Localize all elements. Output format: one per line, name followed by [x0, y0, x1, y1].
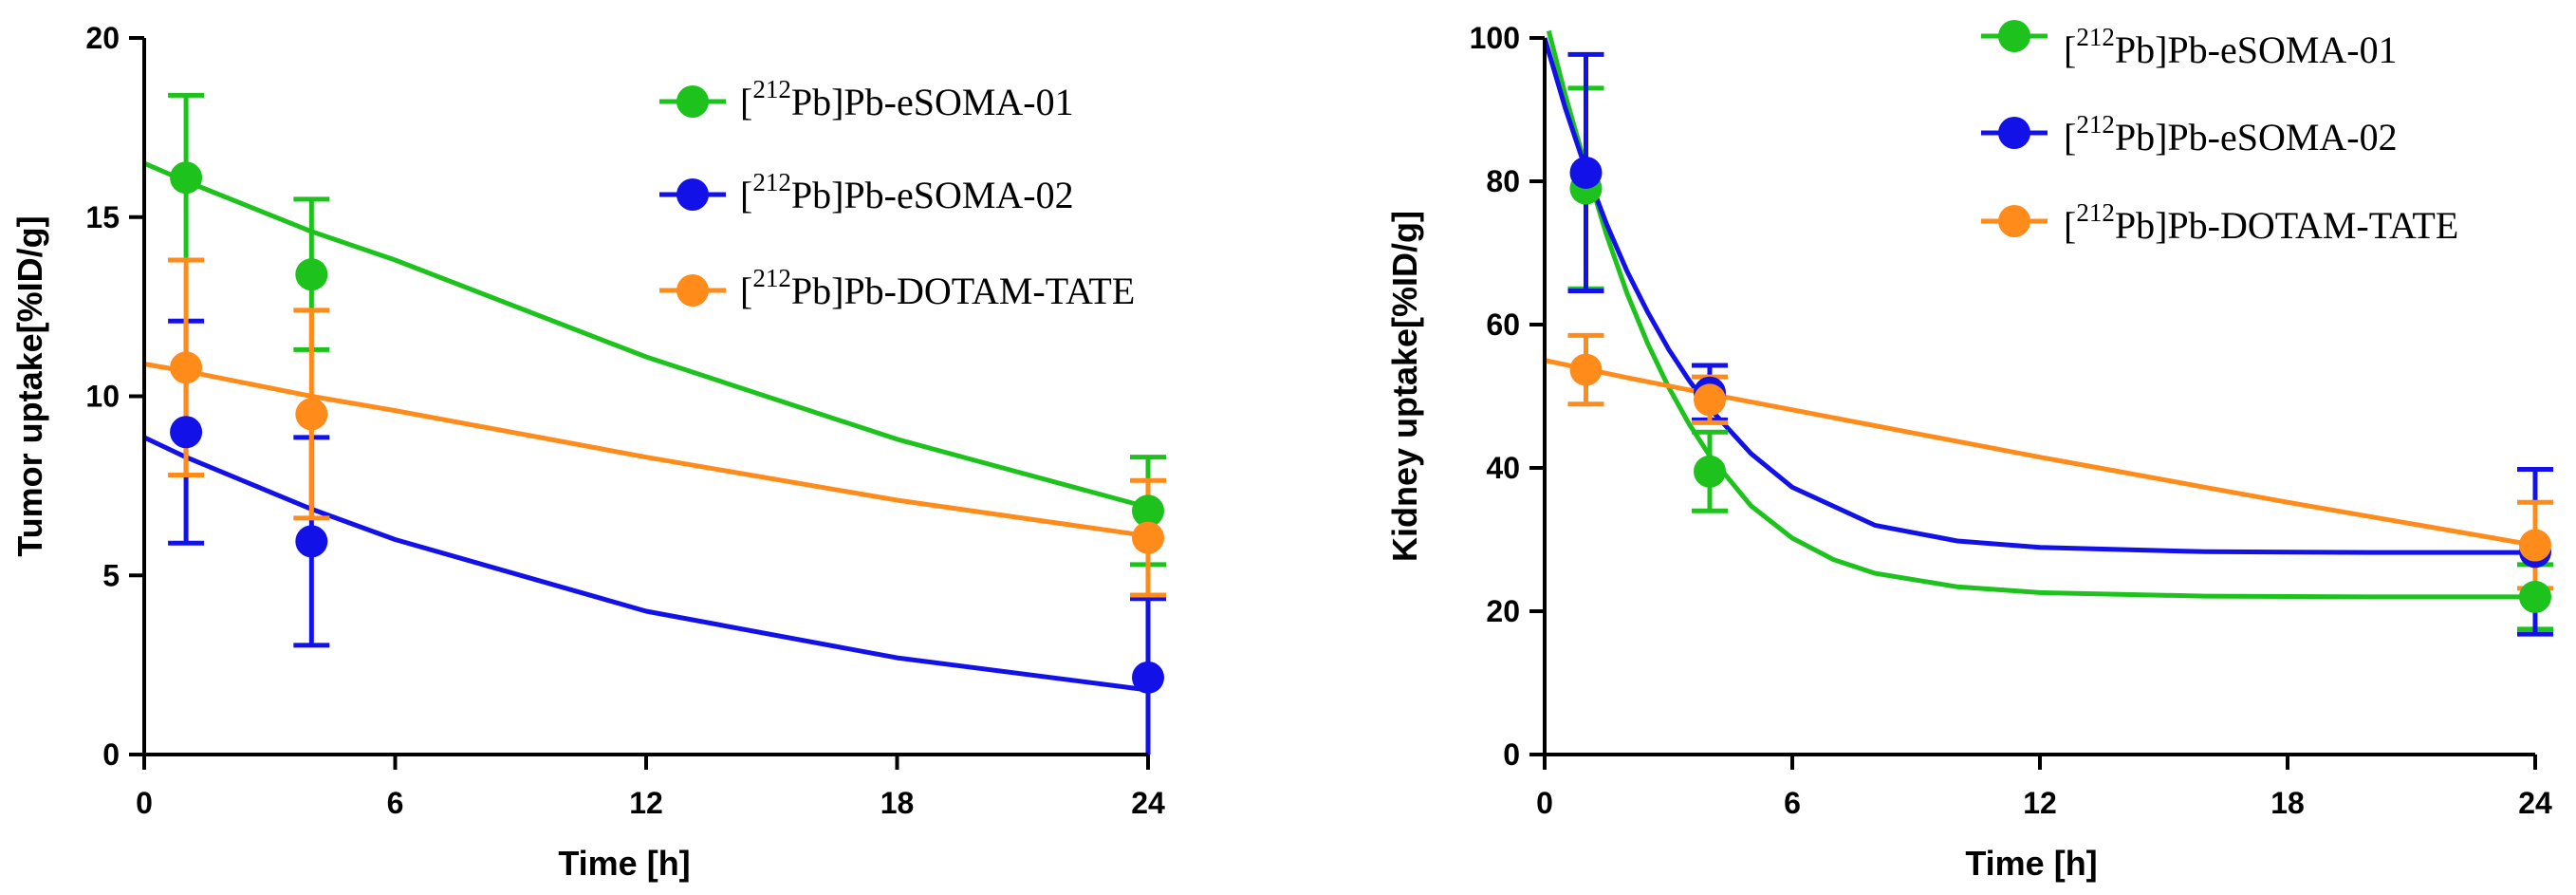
axes	[129, 36, 1150, 770]
fit-curve-dotam	[1544, 358, 2536, 548]
data-point-dotam	[1132, 521, 1164, 554]
fit-curve-dotam	[143, 362, 1149, 539]
y-tick-label: 15	[85, 200, 120, 234]
y-tick-label: 100	[1470, 21, 1520, 55]
data-point-esoma02	[1569, 156, 1603, 189]
y-tick-label: 5	[102, 558, 120, 592]
legend-item-dotam-tate: [212Pb]Pb-DOTAM-TATE	[659, 264, 1135, 312]
fit-curve-esoma02	[142, 435, 1149, 693]
legend-item-esoma02: [212Pb]Pb-eSOMA-02	[659, 168, 1074, 216]
x-tick-label: 18	[880, 786, 915, 820]
x-tick-label: 24	[2518, 786, 2552, 820]
y-tick-label: 20	[1486, 594, 1520, 628]
x-tick-label: 0	[1536, 786, 1553, 820]
y-tick-label: 60	[1486, 308, 1520, 342]
legend-item-dotam-tate: [212Pb]Pb-DOTAM-TATE	[1981, 198, 2458, 247]
svg-text:[212Pb]Pb-DOTAM-TATE: [212Pb]Pb-DOTAM-TATE	[740, 264, 1135, 312]
x-tick-label: 0	[136, 786, 153, 820]
legend: [212Pb]Pb-eSOMA-01 [212Pb]Pb-eSOMA-02 [2…	[1981, 20, 2458, 247]
data-point-esoma02	[1132, 661, 1164, 694]
svg-text:[212Pb]Pb-DOTAM-TATE: [212Pb]Pb-DOTAM-TATE	[2064, 198, 2458, 247]
legend: [212Pb]Pb-eSOMA-01 [212Pb]Pb-eSOMA-02 [2…	[659, 75, 1135, 312]
data-point-dotam	[295, 398, 328, 431]
data-point-dotam	[2519, 529, 2551, 562]
data-point-esoma01	[295, 258, 328, 291]
tumor-uptake-chart: 0 6 12 18 24 0 5 10 15 20 Time [h] Tumor uptake[…	[10, 21, 1166, 883]
y-tick-label: 0	[1503, 737, 1520, 772]
fit-curve-esoma01	[1546, 29, 2535, 600]
x-axis-title: Time [h]	[558, 844, 690, 883]
data-point-esoma01	[1694, 455, 1726, 488]
data-point-esoma01	[170, 161, 203, 195]
x-tick-label: 6	[1784, 786, 1801, 820]
y-tick-label: 80	[1486, 164, 1520, 198]
data-point-esoma01	[2519, 580, 2551, 613]
y-tick-label: 0	[102, 737, 120, 772]
x-tick-label: 24	[1131, 786, 1165, 820]
legend-item-esoma02: [212Pb]Pb-eSOMA-02	[1981, 110, 2398, 158]
svg-text:[212Pb]Pb-eSOMA-01: [212Pb]Pb-eSOMA-01	[740, 75, 1074, 123]
legend-item-esoma01: [212Pb]Pb-eSOMA-01	[659, 75, 1074, 123]
y-tick-label: 20	[85, 21, 120, 55]
y-tick-label: 10	[85, 380, 120, 414]
y-tick-label: 40	[1486, 451, 1520, 485]
kidney-uptake-chart: 0 6 12 18 24 0 20 40 60 80 100 Time [h] Kidney up…	[1385, 20, 2553, 883]
data-point-esoma02	[170, 416, 203, 449]
x-tick-label: 12	[629, 786, 663, 820]
data-point-dotam	[1694, 383, 1726, 417]
data-point-dotam	[170, 351, 203, 384]
y-axis-title: Tumor uptake[%ID/g]	[10, 215, 49, 556]
data-point-esoma01	[1132, 494, 1164, 528]
x-tick-label: 12	[2023, 786, 2057, 820]
x-tick-label: 18	[2270, 786, 2305, 820]
x-tick-label: 6	[387, 786, 404, 820]
x-axis-title: Time [h]	[1965, 844, 2097, 883]
data-point-esoma02	[295, 525, 328, 558]
svg-text:[212Pb]Pb-eSOMA-01: [212Pb]Pb-eSOMA-01	[2064, 23, 2398, 71]
svg-text:[212Pb]Pb-eSOMA-02: [212Pb]Pb-eSOMA-02	[2064, 110, 2398, 158]
axes	[1529, 36, 2537, 770]
legend-item-esoma01: [212Pb]Pb-eSOMA-01	[1981, 20, 2398, 71]
y-axis-title: Kidney uptake[%ID/g]	[1385, 211, 1424, 562]
data-point-dotam	[1569, 353, 1603, 386]
svg-text:[212Pb]Pb-eSOMA-02: [212Pb]Pb-eSOMA-02	[740, 168, 1074, 216]
